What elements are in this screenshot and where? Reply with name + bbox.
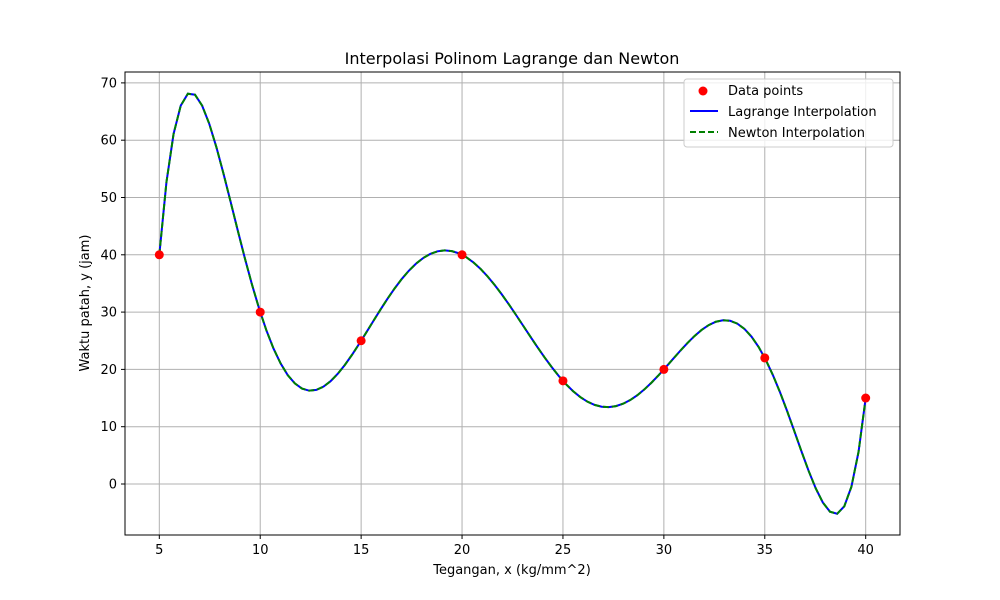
x-tick-label: 5 [155, 543, 163, 558]
y-tick-label: 60 [100, 134, 117, 149]
y-axis-label: Waktu patah, y (jam) [78, 235, 93, 372]
y-tick-label: 0 [109, 478, 117, 493]
x-tick-label: 15 [353, 543, 370, 558]
data-point [255, 307, 265, 317]
x-tick-label: 30 [656, 543, 673, 558]
legend-label-lagrange: Lagrange Interpolation [728, 105, 877, 120]
data-point [760, 353, 770, 363]
x-axis-label: Tegangan, x (kg/mm^2) [432, 563, 591, 578]
plot-area [125, 72, 900, 535]
y-tick-label: 50 [100, 191, 117, 206]
y-tick-label: 40 [100, 248, 117, 263]
legend: Data points Lagrange Interpolation Newto… [683, 78, 894, 148]
x-tick-label: 20 [454, 543, 471, 558]
curves [158, 92, 867, 515]
data-point [659, 364, 669, 374]
y-tick-label: 70 [100, 76, 117, 91]
x-axis-ticks: 5 10 15 20 25 30 35 40 [155, 535, 874, 558]
x-tick-label: 35 [757, 543, 774, 558]
data-point [457, 250, 467, 260]
x-tick-label: 25 [555, 543, 572, 558]
legend-label-newton: Newton Interpolation [728, 126, 865, 141]
y-tick-label: 30 [100, 306, 117, 321]
data-point [356, 336, 366, 346]
newton-line [158, 92, 867, 515]
x-tick-label: 10 [252, 543, 269, 558]
legend-label-data-points: Data points [728, 84, 803, 99]
y-tick-label: 20 [100, 363, 117, 378]
data-point [558, 376, 568, 386]
y-tick-label: 10 [100, 420, 117, 435]
data-point [861, 393, 871, 403]
data-points [154, 250, 871, 403]
data-point [154, 250, 164, 260]
legend-marker-data-points [698, 86, 708, 96]
x-tick-label: 40 [857, 543, 874, 558]
axes-frame [124, 71, 901, 536]
y-axis-ticks: 0 10 20 30 40 50 60 70 [100, 76, 125, 493]
legend-box [683, 78, 894, 148]
chart-title: Interpolasi Polinom Lagrange dan Newton [345, 49, 680, 68]
